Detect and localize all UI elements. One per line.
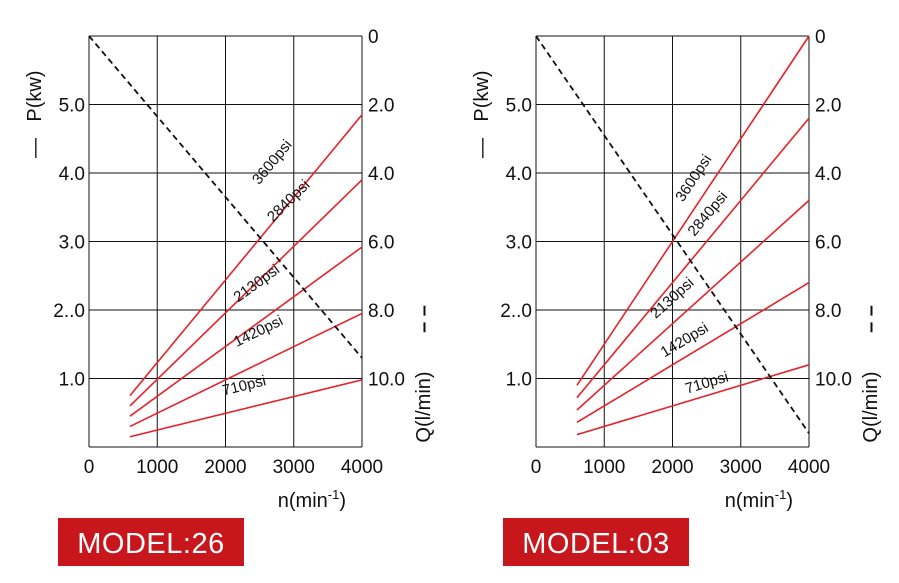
chart-panel-2: 0 1000 2000 3000 4000 1.0 2..0 3.0 4.0 5.0 0 2.0 4.0…: [471, 27, 882, 566]
y-left-axis-title: P(kw): [24, 70, 46, 121]
y-left-axis-title: P(kw): [471, 70, 493, 121]
y-left-tick-label: 1.0: [506, 370, 532, 391]
x-axis-title-sup: -1: [328, 487, 340, 502]
series-label: 710psi: [683, 369, 730, 398]
x-tick-label: 4000: [788, 457, 830, 478]
power-line-2130psi: [129, 246, 363, 417]
power-line-2840psi: [129, 179, 363, 407]
y-right-tick-label: 0: [368, 27, 379, 48]
x-axis-title: n(min-1): [278, 487, 346, 512]
y-right-tick-label: 6.0: [368, 233, 394, 254]
x-tick-label: 2000: [204, 457, 246, 478]
series-label: 2840psi: [264, 177, 314, 226]
x-tick-label: 1000: [583, 457, 625, 478]
flow-line: [88, 35, 363, 359]
y-left-tick-label: 1.0: [59, 370, 85, 391]
y-left-tick-label: 3.0: [59, 233, 85, 254]
y-right-tick-label: 6.0: [815, 233, 841, 254]
power-line-710psi: [129, 379, 363, 438]
power-line-2130psi: [576, 199, 810, 411]
x-tick-label: 0: [84, 457, 95, 478]
y-right-tick-label: 4.0: [368, 164, 394, 185]
flow-legend-marker: – –: [413, 305, 435, 333]
flow-line: [535, 35, 810, 434]
power-line-1420psi: [129, 312, 363, 428]
power-line-2840psi: [576, 117, 810, 399]
model-label: MODEL:26: [77, 528, 224, 560]
chart-panel-1: 0 1000 2000 3000 4000 1.0 2..0 3.0 4.0 5.0 0 2.0 4.0…: [24, 27, 435, 566]
y-left-tick-label: 5.0: [59, 96, 85, 117]
series-label: 1420psi: [231, 312, 286, 350]
y-left-tick-label: 2..0: [53, 301, 85, 322]
series-label: 710psi: [221, 372, 268, 399]
power-legend-marker: —: [24, 138, 46, 158]
y-left-tick-label: 2..0: [500, 301, 532, 322]
x-tick-label: 3000: [720, 457, 762, 478]
y-right-tick-label: 4.0: [815, 164, 841, 185]
series-label: 1420psi: [658, 319, 712, 361]
x-axis-title-main: n(min: [278, 490, 328, 512]
model-badge: [503, 518, 689, 566]
x-axis-title: n(min-1): [725, 487, 793, 512]
series-label: 3600psi: [249, 137, 296, 188]
y-right-tick-label: 8.0: [815, 301, 841, 322]
x-tick-label: 4000: [341, 457, 383, 478]
x-tick-label: 1000: [136, 457, 178, 478]
power-line-710psi: [576, 364, 810, 436]
y-right-axis-title: Q(l/min): [413, 371, 435, 442]
y-right-tick-label: 2.0: [368, 96, 394, 117]
grid: [88, 35, 363, 448]
x-tick-label: 0: [531, 457, 542, 478]
flow-legend-marker: – –: [860, 305, 882, 333]
y-right-axis-title: Q(l/min): [860, 371, 882, 442]
y-right-tick-label: 10.0: [815, 370, 852, 391]
series-label: 2130psi: [230, 261, 282, 306]
y-right-tick-label: 10.0: [368, 370, 405, 391]
y-left-tick-label: 5.0: [506, 96, 532, 117]
x-axis-title-close: ): [339, 490, 346, 512]
model-badge: [58, 518, 244, 566]
power-line-3600psi: [129, 114, 363, 397]
x-tick-label: 2000: [651, 457, 693, 478]
y-left-tick-label: 4.0: [59, 164, 85, 185]
y-right-tick-label: 8.0: [368, 301, 394, 322]
y-right-tick-label: 0: [815, 27, 826, 48]
power-line-1420psi: [576, 281, 810, 424]
x-tick-label: 3000: [273, 457, 315, 478]
y-right-tick-label: 2.0: [815, 96, 841, 117]
series-label: 3600psi: [672, 152, 715, 205]
x-axis-title-close: ): [786, 490, 793, 512]
y-left-tick-label: 3.0: [506, 233, 532, 254]
power-legend-marker: —: [471, 138, 493, 158]
y-left-tick-label: 4.0: [506, 164, 532, 185]
x-axis-title-main: n(min: [725, 490, 775, 512]
power-line-3600psi: [576, 35, 810, 386]
x-axis-title-sup: -1: [775, 487, 787, 502]
model-label: MODEL:03: [522, 528, 669, 560]
